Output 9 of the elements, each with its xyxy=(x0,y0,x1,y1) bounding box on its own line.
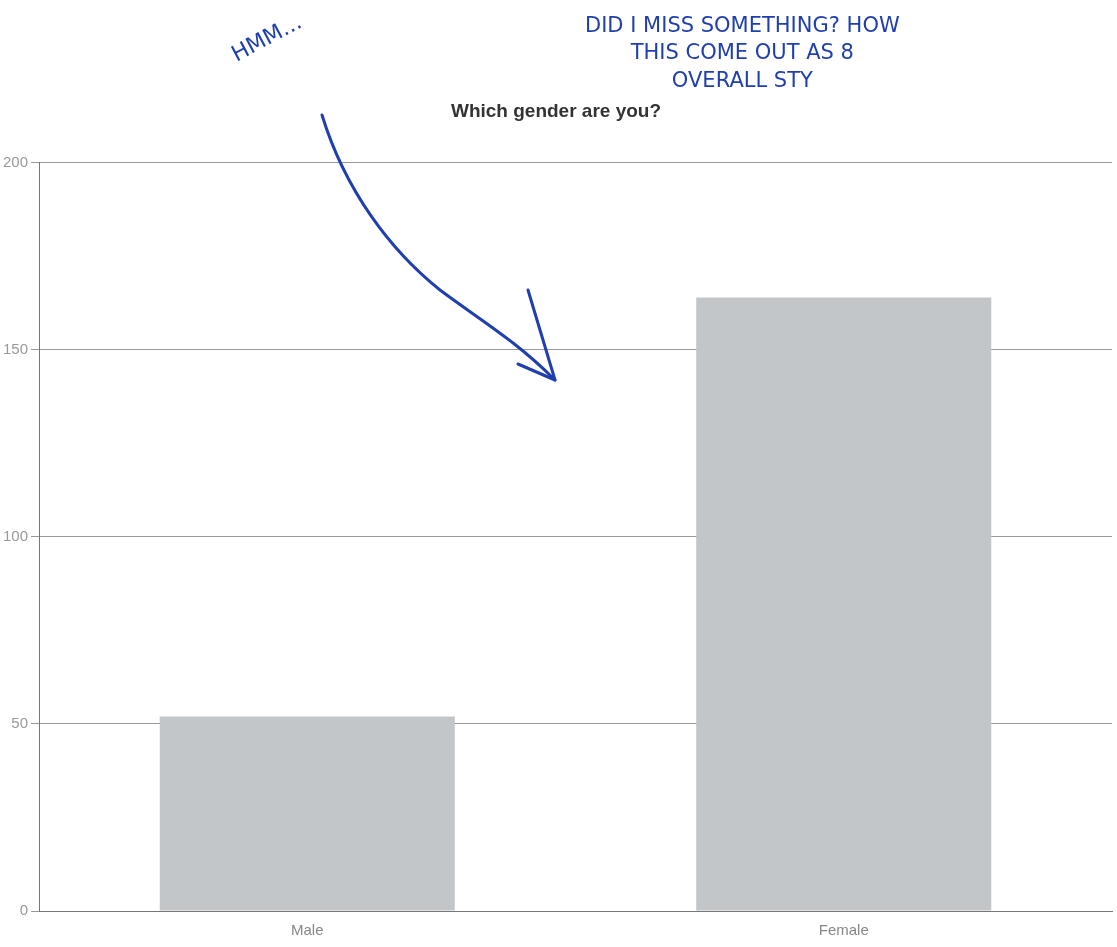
y-tick-label: 200 xyxy=(3,152,29,170)
x-tick-label: Male xyxy=(291,921,324,939)
text: DID I MISS SOMETHING? HOW THIS COME OUT AS 8 OVERALL STY xyxy=(585,12,900,94)
x-tick-label: Female xyxy=(818,921,869,939)
y-tick-label: 100 xyxy=(3,527,29,545)
y-tick-label: 50 xyxy=(11,714,29,732)
y-tick-label: 0 xyxy=(19,901,29,919)
chart-title: Which gender are you? xyxy=(450,99,662,121)
y-tick-label: 150 xyxy=(3,339,29,357)
